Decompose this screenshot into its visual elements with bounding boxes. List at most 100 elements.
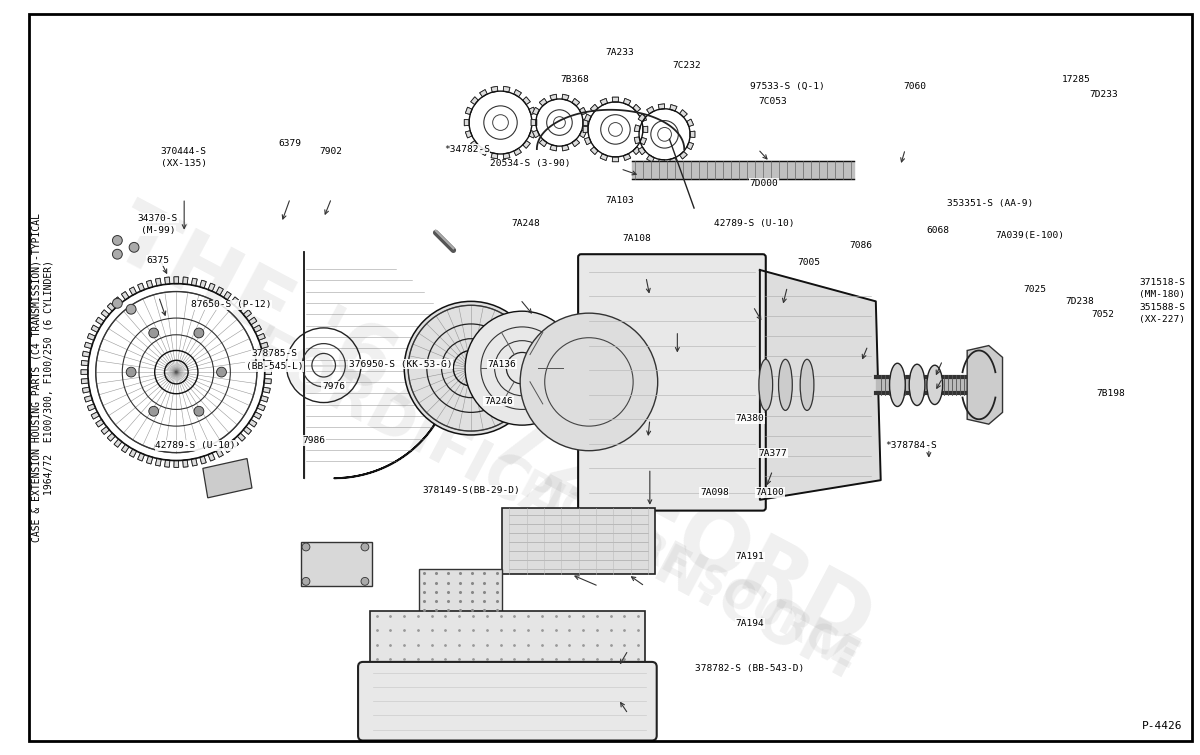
Polygon shape (529, 107, 535, 115)
Polygon shape (491, 86, 498, 92)
Text: 87650-S (P-12): 87650-S (P-12) (191, 300, 271, 310)
Polygon shape (532, 119, 536, 126)
Polygon shape (88, 404, 96, 411)
Polygon shape (200, 280, 206, 288)
Polygon shape (612, 157, 619, 162)
Text: *34782-S: *34782-S (444, 144, 490, 153)
Polygon shape (260, 396, 268, 402)
Polygon shape (121, 291, 130, 300)
Text: 97533-S (Q-1): 97533-S (Q-1) (750, 82, 824, 91)
Polygon shape (260, 342, 268, 349)
Text: 34370-S: 34370-S (138, 214, 178, 223)
Polygon shape (91, 411, 100, 419)
Polygon shape (114, 439, 122, 447)
Polygon shape (114, 439, 122, 447)
Polygon shape (533, 107, 540, 115)
Polygon shape (244, 310, 252, 318)
Polygon shape (491, 153, 498, 159)
Text: *378784-S: *378784-S (886, 441, 937, 450)
Polygon shape (121, 291, 130, 300)
Text: 7902: 7902 (319, 146, 343, 156)
Polygon shape (82, 360, 89, 365)
Text: 7976: 7976 (322, 382, 344, 391)
Circle shape (113, 249, 122, 259)
Polygon shape (216, 287, 223, 295)
Polygon shape (584, 137, 592, 145)
Polygon shape (257, 334, 265, 341)
Polygon shape (539, 139, 547, 146)
Polygon shape (514, 148, 521, 156)
Text: 7A233: 7A233 (606, 48, 635, 57)
Polygon shape (580, 131, 587, 137)
Polygon shape (647, 106, 654, 114)
Polygon shape (216, 449, 223, 458)
Ellipse shape (926, 365, 943, 405)
Circle shape (404, 301, 538, 435)
Text: 353351-S (AA-9): 353351-S (AA-9) (947, 199, 1033, 208)
Polygon shape (223, 291, 232, 300)
Polygon shape (600, 154, 607, 161)
Polygon shape (91, 411, 100, 419)
Polygon shape (760, 270, 881, 500)
Polygon shape (533, 131, 540, 137)
Polygon shape (200, 280, 206, 288)
Polygon shape (550, 145, 557, 151)
Text: (BB-545-L): (BB-545-L) (246, 362, 304, 371)
Polygon shape (679, 109, 688, 117)
Polygon shape (263, 351, 270, 357)
Polygon shape (670, 158, 677, 164)
Polygon shape (114, 297, 122, 305)
Polygon shape (632, 147, 641, 155)
Polygon shape (82, 360, 89, 365)
Polygon shape (91, 325, 100, 332)
Polygon shape (464, 119, 469, 126)
Polygon shape (624, 98, 631, 105)
Text: 7A246: 7A246 (484, 396, 512, 405)
Polygon shape (600, 154, 607, 161)
Polygon shape (265, 370, 271, 374)
Text: 7D233: 7D233 (1088, 90, 1117, 99)
Polygon shape (264, 360, 271, 365)
Text: 371518-S: 371518-S (1139, 278, 1186, 287)
Polygon shape (503, 86, 510, 92)
Polygon shape (539, 98, 547, 106)
Polygon shape (523, 97, 530, 104)
Polygon shape (638, 114, 646, 122)
Polygon shape (174, 461, 179, 467)
Text: 7B368: 7B368 (560, 75, 589, 84)
Polygon shape (84, 342, 92, 349)
Polygon shape (182, 277, 188, 285)
Polygon shape (532, 119, 536, 126)
Polygon shape (156, 458, 161, 466)
Polygon shape (584, 114, 592, 122)
Circle shape (302, 578, 310, 585)
Polygon shape (480, 90, 487, 97)
Polygon shape (470, 140, 479, 148)
Polygon shape (491, 86, 498, 92)
Polygon shape (640, 114, 647, 122)
Polygon shape (192, 278, 197, 286)
Polygon shape (635, 125, 641, 131)
Text: 7025: 7025 (1024, 285, 1046, 294)
Polygon shape (130, 449, 137, 458)
Polygon shape (470, 97, 479, 104)
Polygon shape (121, 445, 130, 452)
Polygon shape (638, 147, 646, 155)
Polygon shape (466, 131, 472, 138)
Polygon shape (88, 334, 96, 341)
Polygon shape (156, 458, 161, 466)
Polygon shape (532, 119, 536, 126)
Polygon shape (670, 158, 677, 164)
Polygon shape (550, 94, 557, 100)
Polygon shape (590, 104, 598, 112)
Text: 7086: 7086 (848, 241, 872, 250)
Polygon shape (643, 126, 648, 133)
Polygon shape (583, 119, 588, 126)
Polygon shape (83, 387, 90, 393)
Polygon shape (82, 370, 88, 374)
Text: 7D000: 7D000 (750, 179, 778, 188)
Polygon shape (96, 317, 104, 325)
Polygon shape (101, 427, 109, 434)
Polygon shape (612, 97, 619, 102)
Text: 6068: 6068 (926, 226, 949, 235)
